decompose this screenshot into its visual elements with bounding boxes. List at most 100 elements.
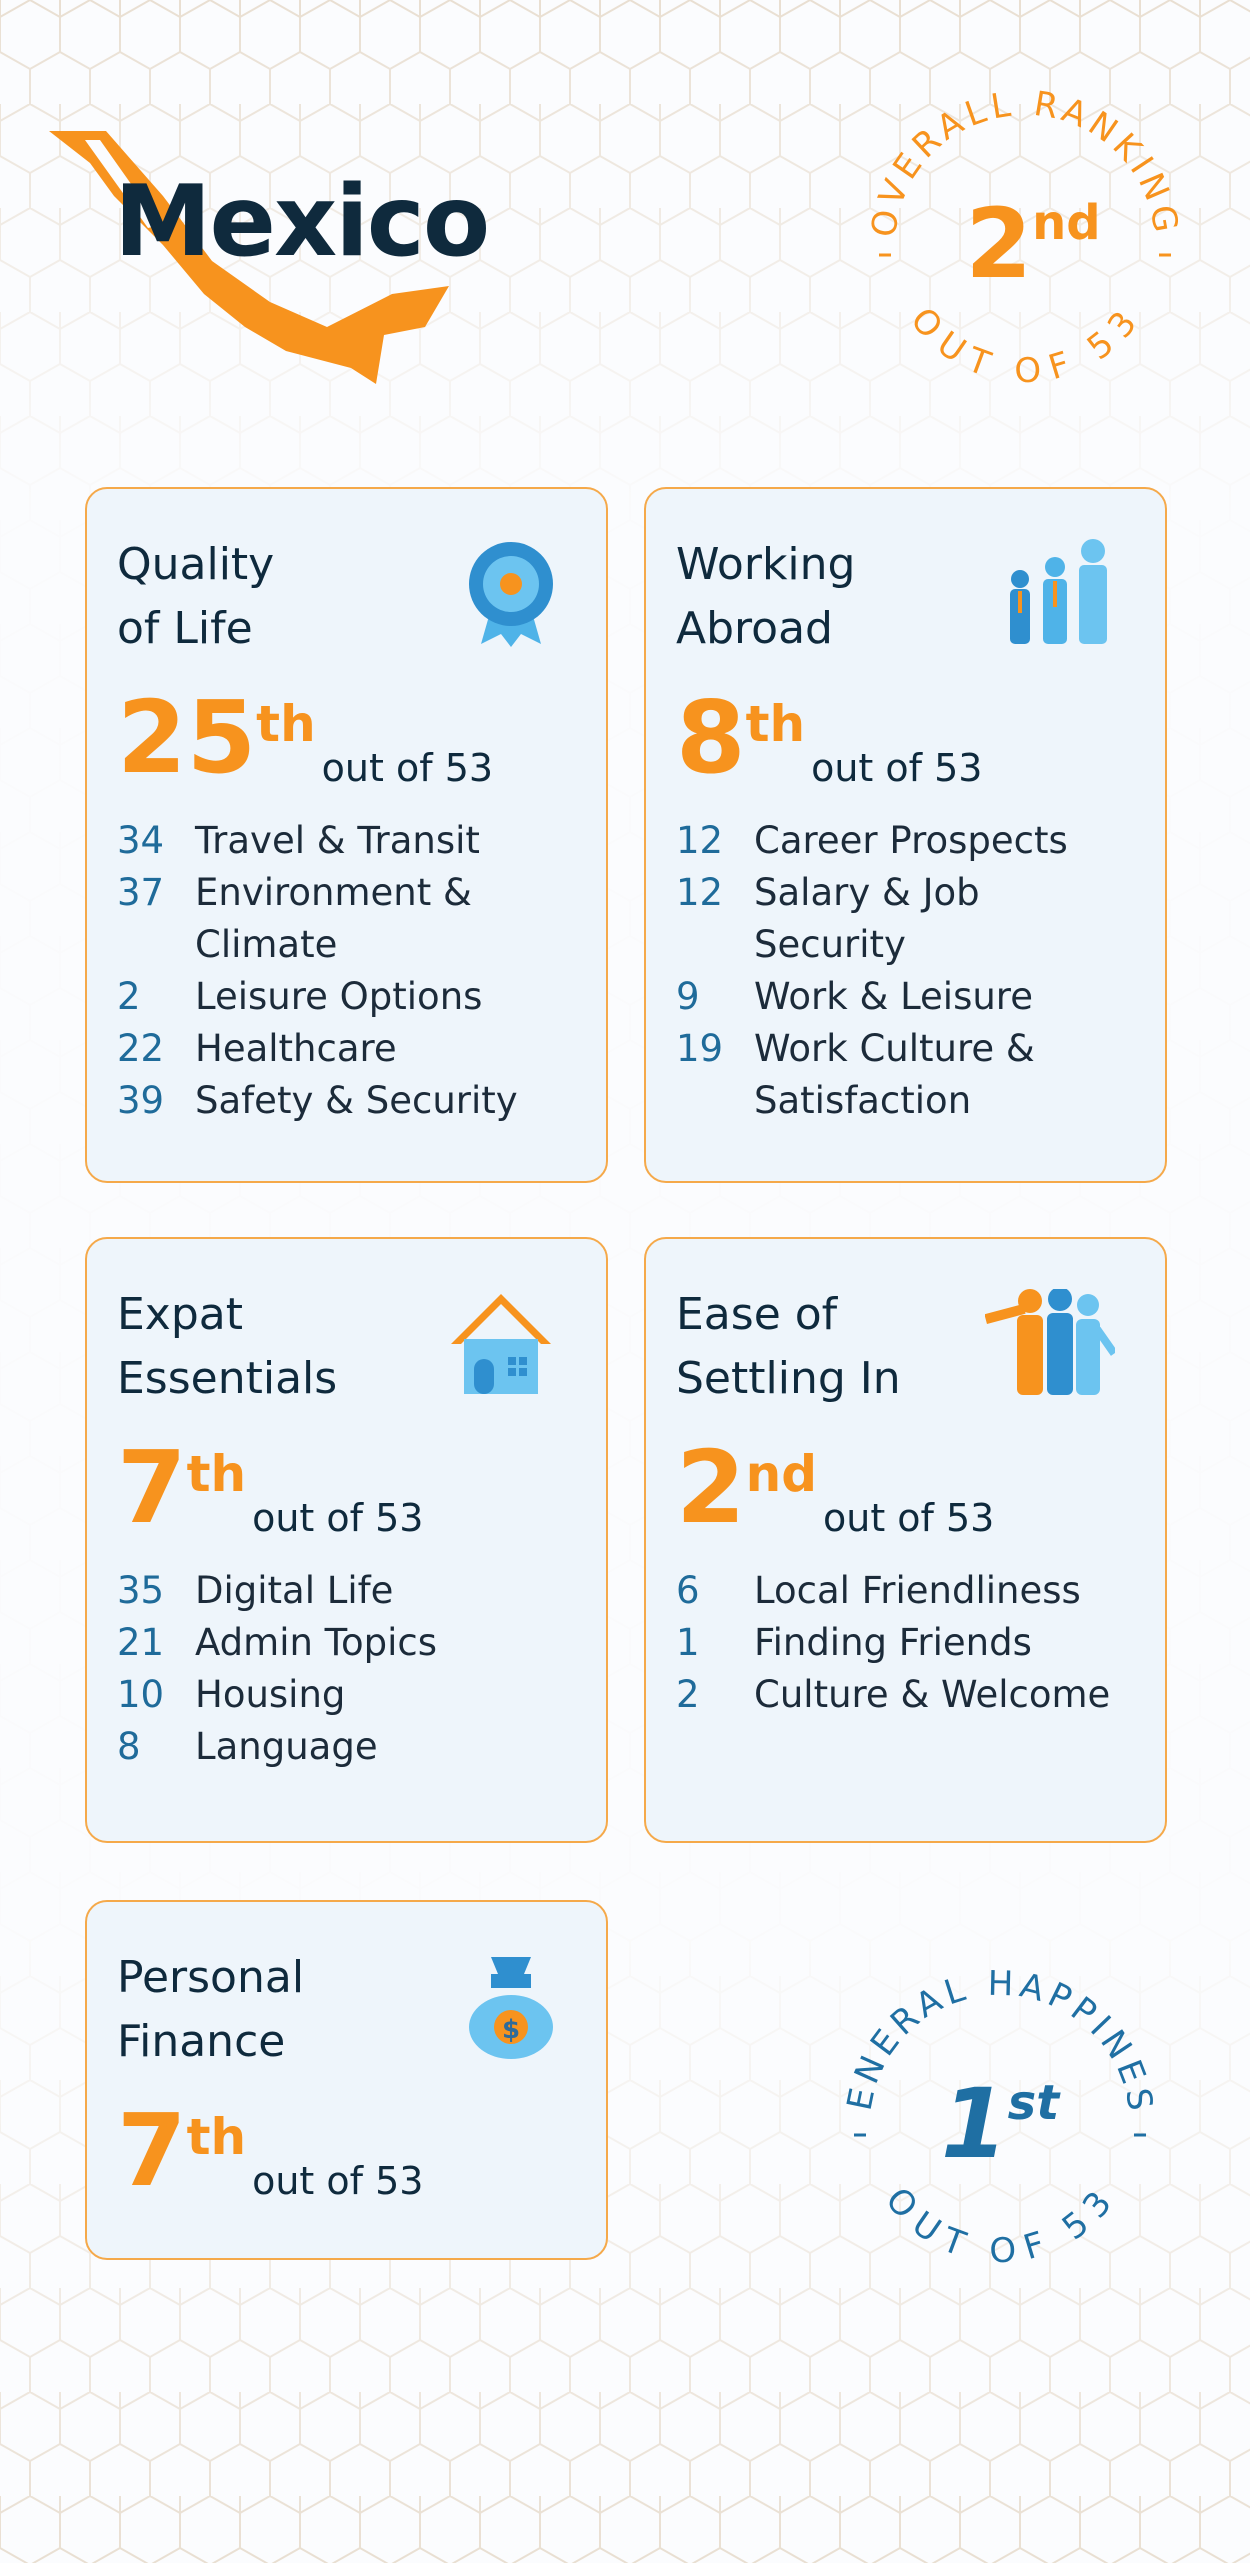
item-label: Admin Topics — [195, 1621, 438, 1664]
item: 12 Career Prospects — [676, 815, 1135, 867]
card-title: Expat Essentials — [117, 1283, 576, 1411]
icon — [1005, 539, 1115, 653]
item-label: Culture & Welcome — [754, 1673, 1111, 1716]
card-title-line: of Life — [117, 603, 253, 654]
item-label: Leisure Options — [195, 975, 483, 1018]
card-rank-suffix: th — [186, 1445, 247, 1503]
item: 35 Digital Life — [117, 1565, 576, 1617]
icon — [446, 1289, 556, 1403]
item-rank: 6 — [676, 1569, 700, 1612]
item: 22 Healthcare — [117, 1023, 576, 1075]
card-rank-suffix: th — [256, 695, 316, 753]
item: 19 Work Culture & Satisfaction — [676, 1023, 1135, 1127]
badge-rank: 2nd — [965, 188, 1100, 300]
card-out-of: out of 53 — [811, 746, 983, 790]
card-title: Quality of Life — [117, 533, 576, 661]
card-title-line: Abroad — [676, 603, 833, 654]
item-label: Work Culture & Satisfaction — [754, 1027, 1035, 1122]
item: 34 Travel & Transit — [117, 815, 576, 867]
item: 37 Environment & Climate — [117, 867, 576, 971]
badge-rank: 2 — [965, 188, 1032, 300]
rank-row: 7thout of 53 — [117, 1433, 576, 1543]
item: 2 Leisure Options — [117, 971, 576, 1023]
item-rank: 37 — [117, 871, 165, 914]
icon — [984, 1287, 1118, 1403]
card-rank: 25 — [117, 679, 257, 796]
item-list: 34 Travel & Transit 37 Environment & Climat… — [117, 815, 576, 1127]
card: Expat Essentials 7thout of 53 35 Digital Lif… — [85, 1237, 608, 1843]
icon — [466, 539, 556, 653]
card-out-of: out of 53 — [252, 1496, 424, 1540]
item-rank: 19 — [676, 1027, 724, 1070]
badge-rank: 1st — [941, 2068, 1061, 2180]
item-label: Work & Leisure — [754, 975, 1033, 1018]
card-title: Working Abroad — [676, 533, 1135, 661]
card-rank-suffix: th — [745, 695, 806, 753]
item: 2 Culture & Welcome — [676, 1669, 1135, 1721]
item-label: Healthcare — [195, 1027, 397, 1070]
card-out-of: out of 53 — [321, 746, 494, 790]
card-title-line: Quality — [117, 539, 275, 590]
item-label: Housing — [195, 1673, 346, 1716]
card-title: Personal Finance — [117, 1946, 576, 2074]
item: 39 Safety & Security — [117, 1075, 576, 1127]
item-label: Career Prospects — [754, 819, 1068, 862]
item: 10 Housing — [117, 1669, 576, 1721]
item-label: Salary & Job Security — [754, 871, 980, 966]
badge-bottom-text: OUT OF 53 — [877, 2180, 1122, 2271]
rank-row: 8thout of 53 — [676, 683, 1135, 793]
item-list: 6 Local Friendliness 1 Finding Friends 2 Cult… — [676, 1565, 1135, 1721]
happiness-badge: GENERAL HAPPINESS OUT OF 53 1st — [840, 1965, 1156, 2271]
icon: $ — [466, 1952, 556, 2066]
svg-text:$: $ — [502, 2015, 520, 2045]
item-rank: 34 — [117, 819, 165, 862]
rank-row: 7thout of 53 — [117, 2096, 576, 2206]
item-rank: 9 — [676, 975, 700, 1018]
item-rank: 35 — [117, 1569, 165, 1612]
card-title-line: Finance — [117, 2016, 286, 2067]
item-rank: 2 — [676, 1673, 700, 1716]
card-title-line: Ease of — [676, 1289, 838, 1340]
card-rank: 7 — [117, 2092, 187, 2209]
card-rank: 8 — [676, 679, 746, 796]
item-label: Finding Friends — [754, 1621, 1032, 1664]
card-title-line: Essentials — [117, 1353, 338, 1404]
item-rank: 22 — [117, 1027, 165, 1070]
item-rank: 8 — [117, 1725, 141, 1768]
card-out-of: out of 53 — [252, 2159, 424, 2203]
badge-suffix: st — [1008, 2075, 1062, 2131]
card-title: Ease of Settling In — [676, 1283, 1135, 1411]
rank-row: 25thout of 53 — [117, 683, 576, 793]
item: 8 Language — [117, 1721, 576, 1773]
item: 1 Finding Friends — [676, 1617, 1135, 1669]
item-label: Language — [195, 1725, 378, 1768]
item-rank: 2 — [117, 975, 141, 1018]
card: Working Abroad 8thout of 53 12 Career Prospe… — [644, 487, 1167, 1183]
card-title-line: Working — [676, 539, 856, 590]
badge-bottom-text: OUT OF 53 — [877, 2180, 1117, 2271]
item: 12 Salary & Job Security — [676, 867, 1135, 971]
item: 6 Local Friendliness — [676, 1565, 1135, 1617]
item-label: Safety & Security — [195, 1079, 518, 1122]
badge-suffix: nd — [1032, 195, 1101, 251]
rank-row: 2ndout of 53 — [676, 1433, 1135, 1543]
item-label: Digital Life — [195, 1569, 394, 1612]
badge-bottom-text: OUT OF 53 — [902, 300, 1147, 391]
item-list: 12 Career Prospects 12 Salary & Job Securit… — [676, 815, 1135, 1127]
item: 21 Admin Topics — [117, 1617, 576, 1669]
item-rank: 10 — [117, 1673, 165, 1716]
item-rank: 12 — [676, 819, 724, 862]
item-label: Environment & Climate — [195, 871, 472, 966]
card: $ Personal Finance 7thout of 53 — [85, 1900, 608, 2260]
card: Quality of Life 25thout of 53 34 Travel & Tr… — [85, 487, 608, 1183]
card-rank-suffix: th — [186, 2108, 247, 2166]
item-label: Travel & Transit — [195, 819, 480, 862]
item-rank: 21 — [117, 1621, 165, 1664]
item: 9 Work & Leisure — [676, 971, 1135, 1023]
map-baja — [85, 140, 160, 228]
card-out-of: out of 53 — [822, 1496, 995, 1540]
card-title-line: Settling In — [676, 1353, 901, 1404]
item-rank: 1 — [676, 1621, 700, 1664]
item-rank: 39 — [117, 1079, 165, 1122]
